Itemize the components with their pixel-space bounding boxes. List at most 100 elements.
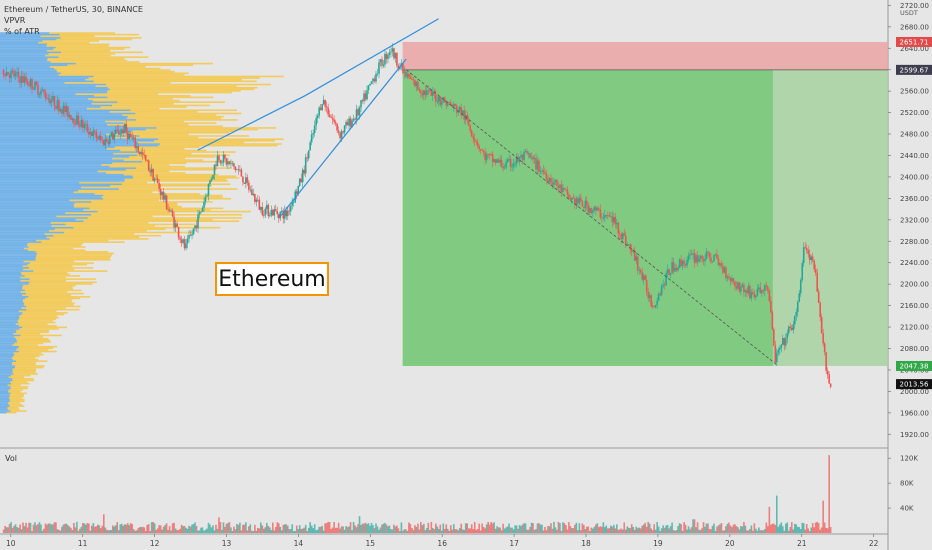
candle-body (420, 90, 422, 94)
vpvr-row-down (28, 246, 86, 248)
vpvr-row-up (0, 165, 110, 168)
ethereum-annotation[interactable]: Ethereum (215, 262, 329, 296)
candle-body (230, 163, 232, 165)
vpvr-row-up (0, 315, 19, 317)
vpvr-row-down (10, 410, 27, 412)
vpvr-row-up (0, 199, 70, 202)
volume-bar (472, 529, 475, 533)
candle-body (517, 156, 519, 162)
candle-body (236, 169, 238, 171)
volume-bar (443, 528, 446, 533)
volume-bar (536, 523, 539, 533)
candle-body (270, 209, 273, 216)
volume-bar (14, 524, 17, 533)
vpvr-row-up (0, 247, 25, 250)
candle-body (633, 250, 636, 261)
volume-bar (95, 526, 98, 533)
vpvr-row-down (46, 45, 109, 47)
vpvr-row-down (160, 143, 282, 145)
volume-bar (618, 529, 621, 533)
vpvr-row-down (83, 209, 211, 211)
candle-body (790, 327, 793, 331)
candle-body (25, 76, 27, 82)
candle-body (505, 161, 507, 168)
candle-body (439, 96, 442, 105)
candle-body (64, 105, 66, 112)
candle-body (623, 233, 626, 236)
candle-body (165, 195, 168, 210)
volume-bar (131, 524, 134, 533)
vpvr-row-up (0, 106, 101, 108)
vpvr-row-up (0, 281, 30, 284)
vpvr-row-up (0, 361, 13, 364)
candle-body (641, 272, 644, 280)
vpvr-row-up (0, 331, 17, 334)
candle-body (630, 249, 633, 252)
vpvr-row-up (0, 291, 21, 293)
vpvr-row-down (20, 276, 66, 279)
volume-bar (414, 525, 416, 533)
candle-body (85, 124, 87, 125)
volume-bar (726, 523, 729, 533)
candle-body (590, 208, 593, 213)
vpvr-row-down (91, 103, 174, 105)
vpvr-row-up (0, 111, 110, 113)
candle-body (545, 173, 548, 180)
vpvr-row-up (0, 61, 51, 63)
candle-body (257, 199, 259, 201)
candle-body (310, 134, 313, 143)
candle-body (122, 129, 125, 134)
candle-body (566, 189, 569, 195)
volume-bar (23, 526, 26, 533)
vpvr-row-up (0, 386, 11, 388)
candle-body (408, 73, 410, 78)
volume-bar (723, 530, 726, 533)
volume-bar (379, 527, 382, 533)
candle-body (264, 208, 267, 216)
candle-body (433, 91, 436, 95)
vpvr-row-up (0, 265, 23, 268)
volume-bar (668, 528, 670, 533)
vpvr-row-down (125, 168, 217, 171)
volume-bar (114, 525, 117, 533)
candle-body (493, 159, 495, 163)
candle-body (548, 177, 551, 182)
candle-body (767, 286, 769, 291)
volume-bar (92, 523, 95, 533)
indicator-vpvr[interactable]: VPVR (4, 16, 26, 25)
vpvr-row-up (0, 321, 19, 324)
vpvr-row-down (16, 360, 48, 362)
vpvr-row-down (28, 283, 93, 285)
vpvr-row-down (50, 61, 140, 63)
vpvr-row-up (0, 67, 55, 70)
vpvr-row-up (0, 371, 13, 374)
volume-bar (207, 522, 210, 533)
vpvr-row-down (50, 222, 149, 224)
vpvr-row-down (14, 366, 44, 369)
vpvr-row-down (114, 146, 200, 149)
candle-body (248, 182, 250, 190)
candle-body (86, 124, 89, 132)
indicator-atr[interactable]: % of ATR (4, 27, 40, 36)
candle-body (587, 205, 590, 213)
volume-bar (584, 529, 587, 533)
candle-body (491, 154, 494, 163)
candle-body (297, 185, 300, 194)
volume-bar (590, 527, 593, 533)
candle-body (560, 184, 563, 193)
candle-body (674, 268, 676, 272)
candle-body (388, 52, 391, 55)
candle-body (366, 90, 368, 100)
vpvr-row-up (0, 49, 48, 52)
volume-bar (499, 527, 501, 533)
volume-bar (798, 527, 801, 533)
volume-bar (43, 528, 45, 533)
vpvr-row-down (78, 189, 159, 192)
candle-body (304, 157, 307, 174)
volume-bar (47, 523, 50, 533)
volume-bar (440, 530, 443, 533)
symbol-title[interactable]: Ethereum / TetherUS, 30, BINANCE (4, 5, 143, 14)
volume-bar (753, 523, 756, 533)
vpvr-row-up (0, 246, 29, 248)
